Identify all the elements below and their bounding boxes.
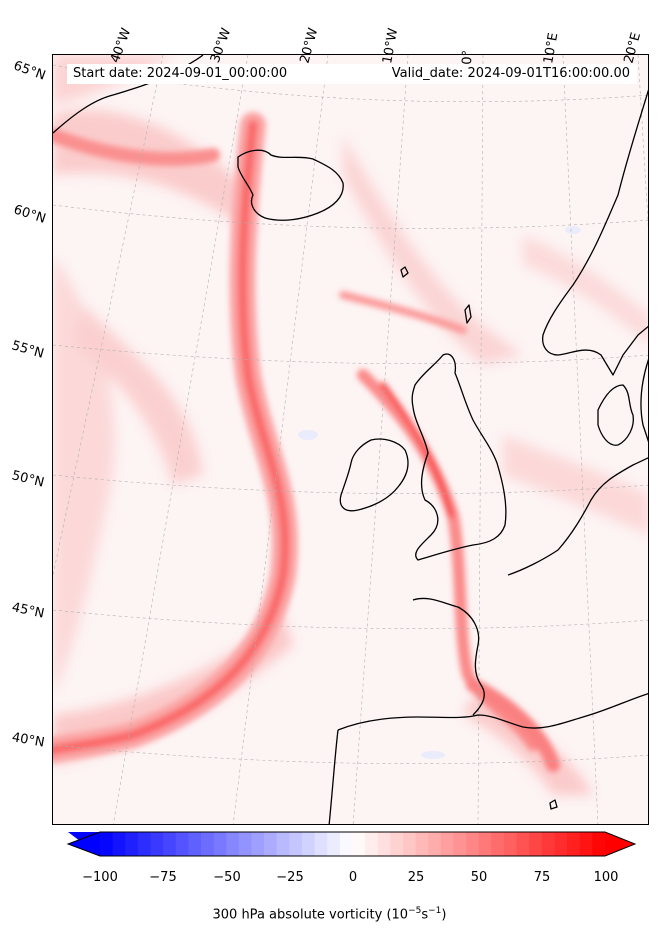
colorbar-cell bbox=[113, 832, 126, 856]
colorbar-label-end: ) bbox=[441, 907, 446, 922]
colorbar-cell bbox=[491, 832, 504, 856]
start-date-label: Start date: 2024-09-01_00:00:00 bbox=[73, 66, 287, 81]
colorbar-cell bbox=[277, 832, 290, 856]
colorbar-cell bbox=[125, 832, 138, 856]
colorbar-label-main: 300 hPa absolute vorticity (10 bbox=[213, 907, 409, 922]
colorbar-cell bbox=[226, 832, 239, 856]
colorbar-cell bbox=[138, 832, 151, 856]
colorbar-cells bbox=[100, 832, 606, 856]
colorbar-cell bbox=[441, 832, 454, 856]
colorbar-cell bbox=[340, 832, 353, 856]
colorbar-cell bbox=[163, 832, 176, 856]
colorbar-cell bbox=[302, 832, 315, 856]
colorbar-cell bbox=[100, 832, 113, 856]
colorbar-cell bbox=[555, 832, 568, 856]
colorbar-arrow-max bbox=[605, 832, 635, 856]
colorbar-tick: −50 bbox=[213, 870, 240, 885]
colorbar-cell bbox=[390, 832, 403, 856]
colorbar-cell bbox=[529, 832, 542, 856]
colorbar-label-exp1: −5 bbox=[408, 906, 421, 916]
colorbar-cell bbox=[466, 832, 479, 856]
colorbar-cell bbox=[365, 832, 378, 856]
colorbar-tick: 0 bbox=[349, 870, 357, 885]
lat-label-60n: 60°N bbox=[12, 202, 48, 226]
colorbar-tick: −100 bbox=[82, 870, 118, 885]
colorbar-cell bbox=[567, 832, 580, 856]
colorbar-tick: 100 bbox=[594, 870, 619, 885]
colorbar-cell bbox=[479, 832, 492, 856]
colorbar-cell bbox=[403, 832, 416, 856]
colorbar-cell bbox=[252, 832, 265, 856]
lat-label-55n: 55°N bbox=[10, 338, 46, 361]
lat-label-40n: 40°N bbox=[11, 730, 46, 750]
colorbar-cell bbox=[151, 832, 164, 856]
lat-label-65n: 65°N bbox=[11, 58, 47, 83]
colorbar-cell bbox=[517, 832, 530, 856]
lat-label-50n: 50°N bbox=[10, 468, 45, 490]
colorbar-cell bbox=[201, 832, 214, 856]
valid-date-label: Valid_date: 2024-09-01T16:00:00.00 bbox=[392, 66, 630, 81]
colorbar-cell bbox=[214, 832, 227, 856]
colorbar-cell bbox=[289, 832, 302, 856]
colorbar-cell bbox=[504, 832, 517, 856]
colorbar-cell bbox=[176, 832, 189, 856]
colorbar-cell bbox=[428, 832, 441, 856]
colorbar-tick: −25 bbox=[276, 870, 303, 885]
colorbar-cell bbox=[239, 832, 252, 856]
colorbar-cell bbox=[353, 832, 366, 856]
colorbar-cell bbox=[580, 832, 593, 856]
colorbar-tick: 50 bbox=[471, 870, 488, 885]
colorbar-cell bbox=[378, 832, 391, 856]
colorbar-cell bbox=[592, 832, 605, 856]
colorbar-cell bbox=[188, 832, 201, 856]
colorbar-tick: 75 bbox=[534, 870, 551, 885]
lon-label-0: 0° bbox=[460, 50, 476, 65]
colorbar-cell bbox=[264, 832, 277, 856]
lat-label-45n: 45°N bbox=[10, 600, 45, 621]
map-canvas bbox=[53, 55, 649, 825]
colorbar-label-exp2: −1 bbox=[428, 906, 441, 916]
colorbar-cell bbox=[542, 832, 555, 856]
colorbar-cell bbox=[416, 832, 429, 856]
colorbar bbox=[60, 826, 640, 862]
colorbar-cell bbox=[327, 832, 340, 856]
colorbar-cell bbox=[454, 832, 467, 856]
date-info-bar: Start date: 2024-09-01_00:00:00 Valid_da… bbox=[67, 64, 637, 84]
vorticity-map[interactable] bbox=[52, 54, 649, 825]
colorbar-cell bbox=[315, 832, 328, 856]
colorbar-label: 300 hPa absolute vorticity (10−5s−1) bbox=[0, 906, 659, 922]
colorbar-tick: −75 bbox=[149, 870, 176, 885]
colorbar-tick: 25 bbox=[408, 870, 425, 885]
